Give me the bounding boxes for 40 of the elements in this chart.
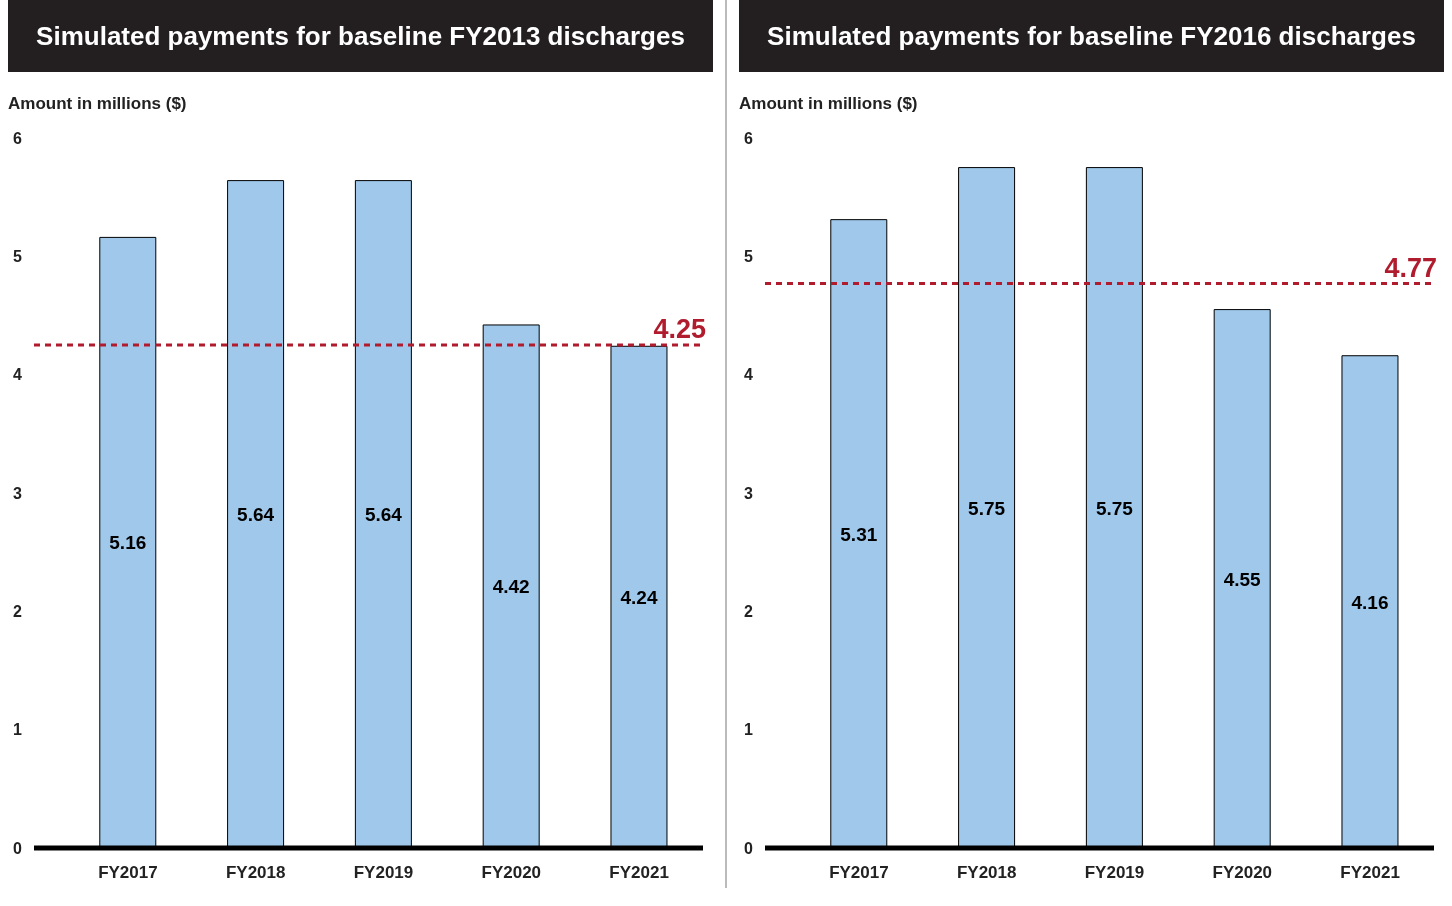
y-tick-label: 4	[13, 366, 23, 384]
data-label: 4.16	[1351, 591, 1389, 613]
ref-line-label: 4.25	[653, 314, 706, 345]
x-tick-label: FY2021	[609, 863, 669, 883]
y-tick-label: 0	[13, 839, 23, 857]
data-label: 5.75	[968, 497, 1006, 519]
y-tick-label: 2	[13, 603, 23, 621]
y-tick-label: 1	[13, 721, 23, 739]
chart-title: Simulated payments for baseline FY2013 discharges	[8, 0, 713, 72]
data-label: 5.16	[109, 532, 147, 554]
ref-line-label: 4.77	[1384, 252, 1437, 283]
x-tick-label: FY2019	[353, 863, 414, 883]
y-tick-label: 5	[13, 248, 23, 266]
x-tick-label: FY2021	[1340, 863, 1400, 883]
x-tick-label: FY2019	[1084, 863, 1145, 883]
y-tick-label: 1	[744, 721, 754, 739]
y-tick-label: 0	[744, 839, 754, 857]
x-tick-label: FY2017	[98, 863, 158, 883]
x-tick-label: FY2018	[956, 863, 1017, 883]
y-tick-label: 2	[744, 603, 754, 621]
y-tick-label: 6	[744, 129, 754, 147]
data-label: 5.75	[1095, 497, 1134, 519]
y-tick-label: 3	[13, 484, 23, 502]
data-label: 4.55	[1223, 568, 1262, 590]
x-tick-label: FY2020	[481, 863, 542, 883]
chart-title: Simulated payments for baseline FY2016 discharges	[739, 0, 1444, 72]
data-label: 5.31	[840, 523, 878, 545]
data-label: 4.42	[492, 576, 530, 598]
x-tick-label: FY2017	[829, 863, 889, 883]
data-label: 5.64	[237, 504, 275, 526]
data-label: 5.64	[364, 504, 403, 526]
y-tick-label: 3	[744, 484, 754, 502]
y-axis-title: Amount in millions ($)	[8, 94, 188, 115]
y-tick-label: 6	[13, 129, 23, 147]
x-tick-label: FY2018	[225, 863, 286, 883]
data-label: 4.24	[620, 586, 658, 608]
y-tick-label: 4	[744, 366, 754, 384]
y-axis-title: Amount in millions ($)	[739, 94, 919, 115]
x-tick-label: FY2020	[1212, 863, 1273, 883]
y-tick-label: 5	[744, 248, 754, 266]
